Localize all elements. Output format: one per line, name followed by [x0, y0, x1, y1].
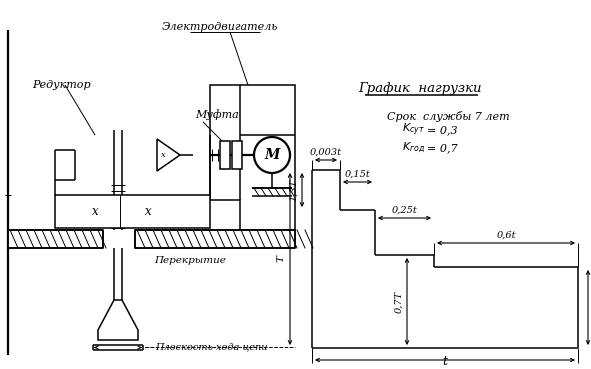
Text: График  нагрузки: График нагрузки	[358, 82, 482, 95]
Text: Муфта: Муфта	[195, 110, 239, 120]
Text: = 0,3: = 0,3	[427, 125, 457, 135]
Text: t: t	[443, 355, 447, 368]
Polygon shape	[210, 85, 295, 230]
Bar	[55, 195, 210, 228]
Text: 1,3T: 1,3T	[289, 179, 298, 201]
Text: 0,25t: 0,25t	[392, 206, 417, 215]
Text: = 0,7: = 0,7	[427, 143, 457, 153]
Text: 0,15t: 0,15t	[345, 170, 371, 179]
Text: $K_{год}$: $K_{год}$	[402, 141, 425, 155]
Bar	[220, 141, 230, 169]
Text: x: x	[161, 151, 165, 159]
Text: 0,6t: 0,6t	[496, 231, 516, 240]
Polygon shape	[157, 139, 180, 171]
Text: M: M	[264, 148, 280, 162]
Text: T: T	[277, 256, 286, 262]
Bar	[232, 141, 242, 169]
Circle shape	[254, 137, 290, 173]
Text: Срок  службы 7 лет: Срок службы 7 лет	[387, 111, 509, 122]
Text: 0,7T: 0,7T	[394, 290, 403, 313]
Text: $K_{сут}$: $K_{сут}$	[402, 122, 425, 138]
Text: Перекрытие: Перекрытие	[154, 256, 226, 265]
Text: Плоскость хода цепи: Плоскость хода цепи	[155, 342, 268, 352]
Text: Редуктор: Редуктор	[32, 80, 90, 90]
Text: x: x	[92, 205, 98, 218]
Text: 0,003t: 0,003t	[310, 148, 342, 157]
Bar	[8, 230, 103, 248]
Text: Электродвигатель: Электродвигатель	[162, 22, 278, 32]
Polygon shape	[98, 300, 138, 340]
Bar	[135, 230, 295, 248]
Text: x: x	[145, 205, 151, 218]
